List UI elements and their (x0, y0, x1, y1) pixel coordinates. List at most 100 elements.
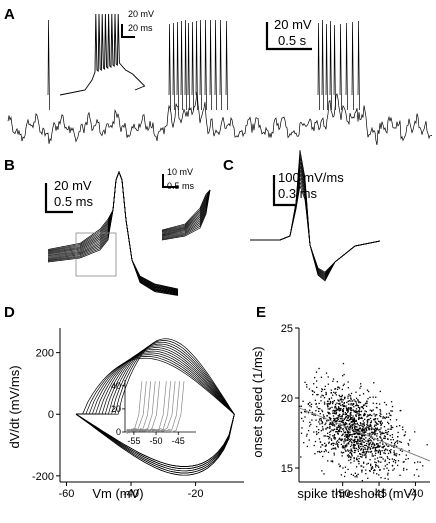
scatter-point (346, 409, 348, 411)
scatter-point (321, 421, 324, 424)
scatter-point (384, 460, 386, 463)
scatter-point (374, 417, 377, 420)
scatter-point (342, 422, 344, 424)
scatter-point (359, 428, 362, 430)
scatter-point (338, 387, 341, 389)
scatter-point (343, 383, 345, 385)
scatter-point (355, 403, 358, 405)
scatter-point (365, 448, 367, 450)
scatter-point (337, 424, 340, 427)
scatter-point (350, 397, 352, 399)
scatter-point (387, 445, 389, 447)
scatter-point (327, 435, 330, 438)
scatter-point (351, 423, 353, 426)
scatter-point (355, 436, 357, 439)
scatter-point (304, 416, 306, 418)
spike (168, 23, 171, 111)
scatter-point (365, 444, 368, 447)
scatter-point (350, 438, 353, 440)
scatter-point (388, 412, 390, 415)
scatter-point (376, 407, 378, 409)
scatter-point (345, 415, 347, 418)
scatter-point (336, 420, 338, 423)
scatter-point (373, 469, 375, 472)
scatter-point (359, 394, 361, 397)
scatter-point (354, 425, 356, 428)
scatter-point (366, 450, 368, 453)
scatter-point (351, 450, 353, 453)
scatter-point (338, 414, 340, 417)
scatter-point (348, 438, 351, 441)
scatter-point (337, 399, 339, 401)
scatter-point (370, 431, 373, 433)
panel-b-traces (47, 171, 179, 296)
scatter-point (353, 410, 356, 412)
scatter-point (373, 382, 375, 384)
scatter-point (355, 404, 357, 407)
scatter-point (389, 434, 391, 437)
scatter-point (307, 403, 310, 405)
scatter-point (363, 461, 365, 463)
scatter-point (335, 394, 338, 396)
scatter-point (336, 417, 338, 419)
scatter-point (359, 437, 362, 439)
scatter-point (357, 399, 359, 401)
scatter-point (380, 461, 382, 463)
scatter-point (363, 462, 365, 464)
scatter-point (333, 435, 335, 437)
scatter-point (356, 435, 358, 438)
scatter-point (361, 417, 363, 420)
scatter-point (347, 431, 350, 434)
scatter-point (365, 405, 368, 407)
scatter-point (396, 442, 399, 444)
scatter-point (346, 419, 348, 422)
scatter-point (332, 429, 334, 432)
scatter-point (340, 399, 342, 401)
scatter-point (353, 440, 355, 442)
scatter-point (378, 429, 380, 431)
scatter-point (380, 420, 383, 422)
scatter-point (349, 452, 351, 454)
scatter-point (376, 457, 379, 459)
scatter-point (353, 460, 355, 462)
scatter-point (348, 456, 350, 458)
scatter-point (352, 404, 354, 406)
scatter-point (351, 455, 353, 457)
scatter-point (366, 423, 368, 426)
scatter-point (387, 472, 389, 474)
scatter-point (360, 434, 363, 437)
scatter-point (379, 456, 381, 458)
scatter-point (358, 432, 361, 434)
scatter-point (396, 425, 398, 428)
scatter-point (337, 386, 339, 388)
scatter-point (361, 479, 363, 482)
scatter-point (390, 441, 393, 444)
scatter-point (355, 410, 357, 412)
scatter-point (355, 431, 357, 433)
scatter-point (382, 458, 384, 460)
scatter-point (396, 464, 399, 467)
scatter-point (325, 422, 327, 424)
scatter-point (357, 429, 359, 431)
scatter-point (379, 422, 382, 424)
scatter-point (342, 445, 344, 447)
scatter-point (374, 444, 376, 446)
scatter-point (326, 403, 328, 405)
scatter-point (385, 413, 388, 415)
scatter-point (350, 417, 352, 419)
scatter-point (366, 420, 368, 422)
scatter-point (357, 442, 359, 444)
phase-curve (75, 338, 235, 470)
scatter-point (404, 434, 406, 436)
scatter-point (354, 400, 356, 402)
scatter-point (335, 443, 337, 445)
trace-b-inset (161, 189, 211, 234)
scatter-point (364, 410, 366, 412)
scatter-point (374, 427, 377, 429)
scatter-point (344, 434, 347, 436)
scatter-point (334, 388, 336, 390)
scatter-point (382, 447, 384, 449)
scatter-point (365, 428, 367, 430)
scatter-point (360, 453, 362, 455)
scatter-point (351, 421, 353, 423)
